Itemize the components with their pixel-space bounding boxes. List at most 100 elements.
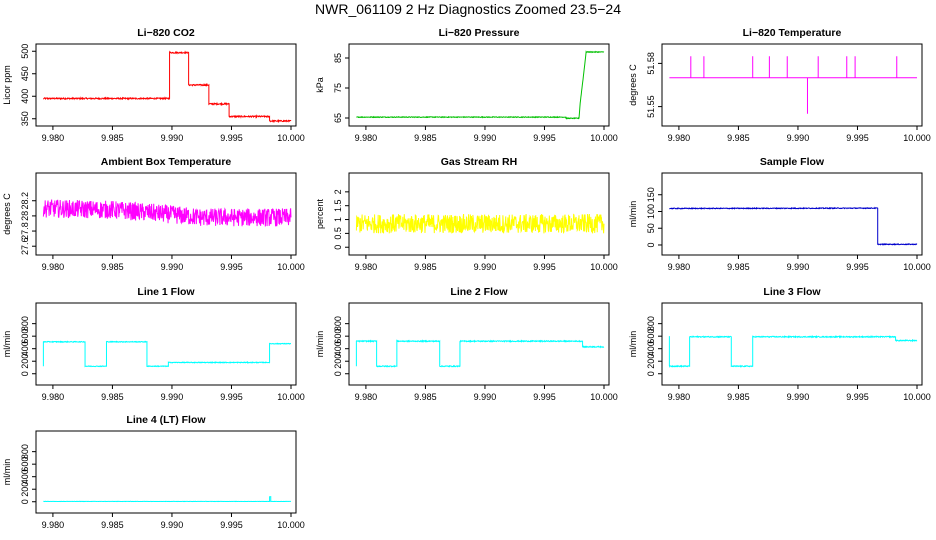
plot-frame — [348, 302, 610, 386]
series-line — [42, 199, 292, 227]
plot-frame — [35, 430, 297, 514]
x-tick-label: 9.990 — [787, 392, 810, 402]
y-tick-label: 1.5 — [333, 199, 343, 212]
x-tick-label: 10.000 — [277, 392, 305, 402]
y-tick-label: 400 — [333, 341, 343, 356]
x-tick-label: 9.995 — [846, 133, 869, 143]
y-axis-label: ml/min — [315, 331, 325, 358]
y-tick-label: 0 — [646, 371, 656, 376]
series-line — [355, 339, 605, 368]
x-tick-label: 9.980 — [42, 133, 65, 143]
x-tick-label: 10.000 — [590, 392, 618, 402]
x-tick-label: 9.980 — [42, 520, 65, 530]
x-tick-label: 9.995 — [220, 392, 243, 402]
x-tick-label: 10.000 — [903, 262, 931, 272]
x-tick-label: 9.995 — [220, 520, 243, 530]
x-tick-label: 9.995 — [846, 392, 869, 402]
y-tick-label: 100 — [646, 204, 656, 219]
y-tick-label: 0 — [20, 499, 30, 504]
x-tick-label: 9.995 — [846, 262, 869, 272]
y-tick-label: 2 — [333, 189, 343, 194]
panel-title: Ambient Box Temperature — [101, 156, 232, 168]
y-axis-label: ml/min — [628, 331, 638, 358]
x-tick-label: 10.000 — [277, 520, 305, 530]
y-tick-label: 51.58 — [646, 52, 656, 75]
panel-title: Line 3 Flow — [763, 286, 821, 298]
y-tick-label: 600 — [20, 329, 30, 344]
x-tick-label: 9.985 — [727, 133, 750, 143]
plot-frame — [348, 172, 610, 256]
y-tick-label: 0 — [333, 371, 343, 376]
y-tick-label: 0 — [333, 245, 343, 250]
plot-frame — [661, 43, 923, 127]
x-tick-label: 9.980 — [668, 133, 691, 143]
plot-frame — [348, 43, 610, 127]
y-tick-label: 0.5 — [333, 227, 343, 240]
y-tick-label: 0 — [20, 371, 30, 376]
x-tick-label: 10.000 — [277, 133, 305, 143]
y-tick-label: 0 — [646, 242, 656, 247]
y-tick-label: 450 — [20, 66, 30, 81]
x-tick-label: 9.980 — [355, 392, 378, 402]
y-tick-label: 800 — [333, 316, 343, 331]
panel-title: Li−820 Temperature — [743, 27, 842, 39]
plot-frame — [35, 172, 297, 256]
chart-panel-1: Li−820 CO2 Licor ppm 9.980 9.985 9.990 9.995 1… — [2, 27, 305, 143]
x-tick-label: 9.990 — [161, 133, 184, 143]
x-tick-label: 9.990 — [161, 520, 184, 530]
y-tick-label: 200 — [646, 354, 656, 369]
x-tick-label: 9.980 — [355, 262, 378, 272]
x-tick-label: 9.995 — [533, 392, 556, 402]
y-tick-label: 800 — [20, 316, 30, 331]
panel-title: Li−820 Pressure — [439, 27, 520, 39]
chart-panel-6: Sample Flow ml/min 9.980 9.985 9.990 9.995 10.… — [628, 156, 931, 272]
x-tick-label: 9.980 — [42, 392, 65, 402]
x-tick-label: 10.000 — [590, 262, 618, 272]
y-axis-label: degrees C — [2, 193, 12, 235]
y-axis-label: ml/min — [2, 331, 12, 358]
y-tick-label: 800 — [646, 316, 656, 331]
y-tick-label: 400 — [646, 341, 656, 356]
x-tick-label: 9.990 — [161, 262, 184, 272]
panel-title: Line 1 Flow — [137, 286, 195, 298]
x-tick-label: 9.990 — [474, 392, 497, 402]
x-tick-label: 9.980 — [668, 392, 691, 402]
y-tick-label: 400 — [20, 341, 30, 356]
panel-title: Gas Stream RH — [441, 156, 517, 168]
series-line — [668, 335, 918, 368]
y-tick-label: 500 — [20, 44, 30, 59]
series-line — [669, 206, 918, 246]
x-tick-label: 10.000 — [277, 262, 305, 272]
chart-panel-4: Ambient Box Temperature degrees C 9.980 9.9… — [2, 156, 305, 272]
series-line — [43, 496, 292, 503]
x-tick-label: 9.985 — [101, 520, 124, 530]
y-tick-label: 400 — [20, 89, 30, 104]
chart-panel-10: Line 4 (LT) Flow ml/min 9.980 9.985 9.990 9.9… — [2, 414, 305, 530]
y-tick-label: 200 — [333, 354, 343, 369]
series-line — [669, 56, 917, 114]
panel-title: Line 4 (LT) Flow — [126, 414, 206, 426]
y-axis-label: percent — [315, 198, 325, 229]
series-line — [42, 340, 292, 368]
x-tick-label: 9.990 — [787, 133, 810, 143]
x-tick-label: 10.000 — [903, 392, 931, 402]
y-tick-label: 800 — [20, 444, 30, 459]
x-tick-label: 10.000 — [590, 133, 618, 143]
y-tick-label: 200 — [20, 354, 30, 369]
x-tick-label: 9.995 — [220, 133, 243, 143]
x-tick-label: 9.985 — [101, 133, 124, 143]
plot-frame — [35, 302, 297, 386]
x-tick-label: 9.985 — [414, 392, 437, 402]
figure-title: NWR_061109 2 Hz Diagnostics Zoomed 23.5−… — [315, 1, 621, 17]
x-tick-label: 9.985 — [727, 262, 750, 272]
y-axis-label: ml/min — [628, 201, 638, 228]
panel-title: Sample Flow — [760, 156, 825, 168]
y-axis-label: kPa — [315, 77, 325, 93]
series-line — [42, 50, 292, 124]
y-tick-label: 27.6 — [20, 237, 30, 255]
y-tick-label: 28.2 — [20, 192, 30, 210]
x-tick-label: 9.995 — [533, 262, 556, 272]
chart-panel-2: Li−820 Pressure kPa 9.980 9.985 9.990 9.995 10… — [315, 27, 618, 143]
y-tick-label: 27.8 — [20, 222, 30, 240]
